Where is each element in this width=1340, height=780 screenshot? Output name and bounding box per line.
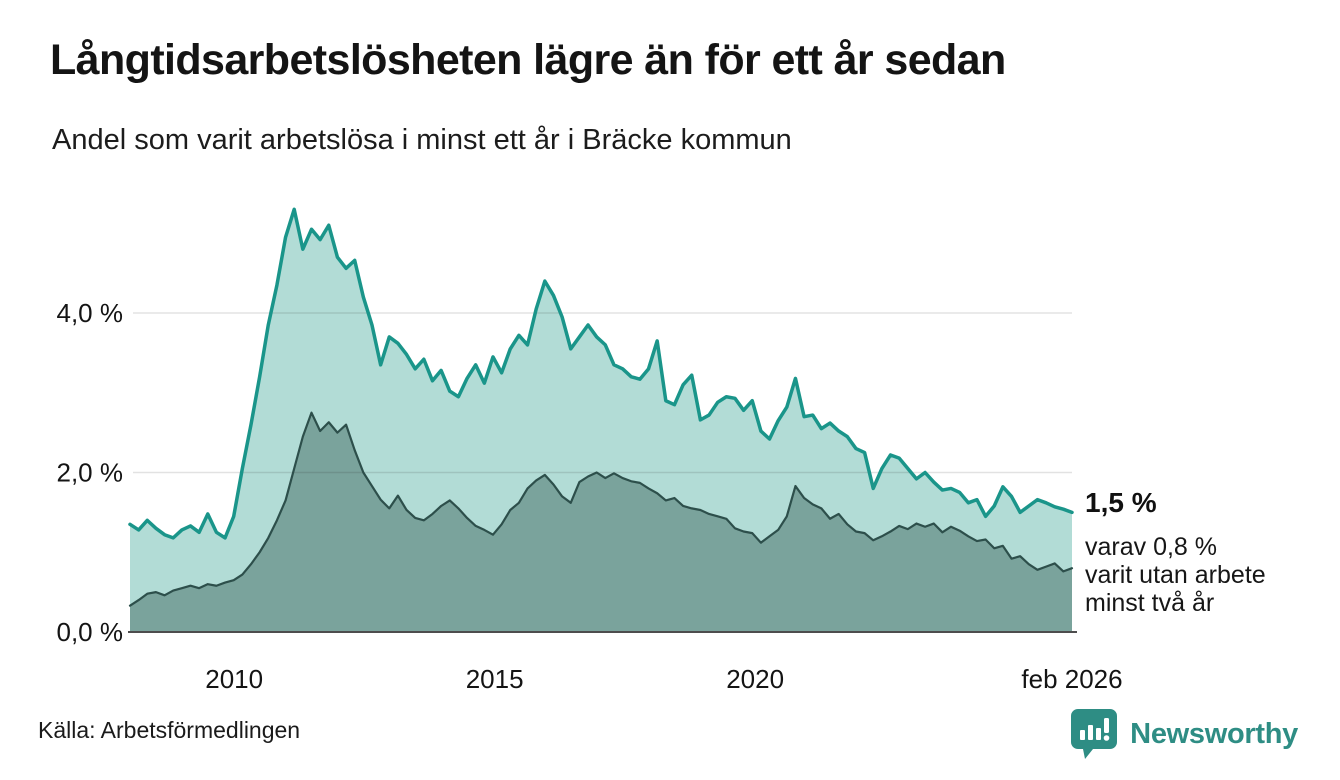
upper-series-line [128,207,1074,540]
end-detail-line-3: minst två år [1085,589,1215,617]
end-detail-text: varav 0,8 % varit utan arbete minst två … [1085,533,1335,617]
end-annotation: 1,5 % varav 0,8 % varit utan arbete mins… [1085,487,1335,617]
end-detail-line-1: varav 0,8 % [1085,533,1218,561]
newsworthy-wordmark: Newsworthy [1130,717,1298,750]
y-tick-label: 0,0 % [57,617,124,647]
end-value-label: 1,5 % [1085,487,1157,518]
newsworthy-logo: Newsworthy [1069,706,1298,762]
source-caption: Källa: Arbetsförmedlingen [38,717,301,743]
y-tick-label: 2,0 % [57,458,124,488]
lower-area-fill [130,412,1072,632]
x-tick-label: 2015 [466,664,524,694]
x-tick-label: 2010 [205,664,263,694]
end-detail-line-2: varit utan arbete [1085,561,1266,589]
lower-series-line [128,411,1074,607]
x-tick-label: 2020 [726,664,784,694]
newsworthy-bubble-icon [1071,709,1118,759]
page-title: Långtidsarbetslösheten lägre än för ett … [50,36,1006,84]
y-tick-label: 4,0 % [57,298,124,328]
x-tick-label: feb 2026 [1021,664,1122,694]
page-subtitle: Andel som varit arbetslösa i minst ett å… [52,124,792,156]
